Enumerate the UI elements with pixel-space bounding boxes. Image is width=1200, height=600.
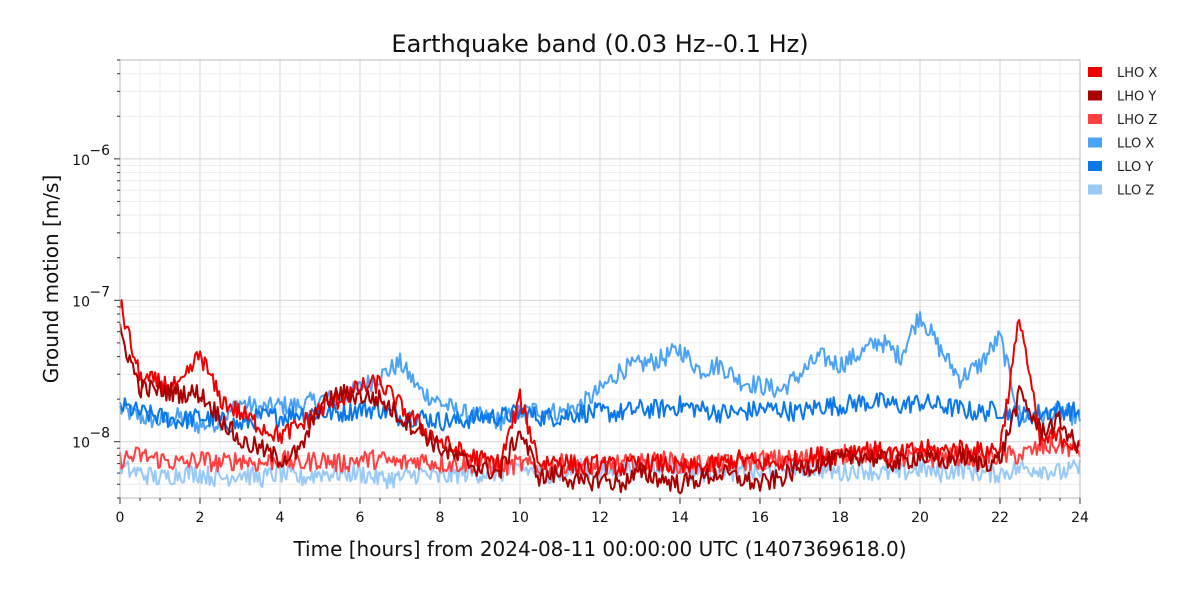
legend-swatch [1088,184,1102,195]
x-axis-label: Time [hours] from 2024-08-11 00:00:00 UT… [292,537,906,561]
x-tick-label: 22 [991,510,1009,526]
x-tick-label: 2 [196,510,205,526]
series-line-llo-x [119,311,1081,434]
y-tick-exponent: −6 [89,143,110,159]
legend-swatch [1088,67,1102,77]
x-tick-label: 16 [751,510,769,526]
x-tick-label: 12 [591,510,609,526]
chart-series [119,299,1081,495]
x-tick-label: 18 [831,510,849,526]
x-tick-label: 10 [511,510,529,526]
legend-swatch [1088,137,1102,148]
legend-label: LLO Z [1117,184,1154,199]
series-line-llo-y [119,392,1081,433]
y-tick-exponent: −7 [89,284,110,300]
legend-label: LHO Y [1117,90,1156,105]
y-axis-label: Ground motion [m/s] [39,175,63,384]
y-tick-label: 10 [72,294,90,310]
legend-label: LLO X [1117,137,1154,152]
legend-swatch [1088,90,1102,101]
legend-label: LLO Y [1117,160,1153,175]
legend: LHO X LHO Y LHO Z LLO X LLO Y LLO Z [1088,66,1157,199]
legend-label: LHO Z [1117,113,1157,128]
x-tick-label: 0 [116,510,125,526]
series-line-llo-z [119,456,1081,490]
series-line-lho-x [119,299,1081,478]
x-tick-label: 20 [911,510,929,526]
series-line-lho-y [119,323,1081,495]
x-tick-label: 4 [276,510,285,526]
chart-title: Earthquake band (0.03 Hz--0.1 Hz) [391,30,808,58]
x-tick-label: 14 [671,510,689,526]
legend-label: LHO X [1117,66,1157,81]
y-axis: 10−810−710−6 [72,59,120,499]
y-tick-label: 10 [72,436,90,452]
legend-swatch [1088,114,1102,124]
chart-grid [119,59,1081,499]
x-tick-label: 6 [356,510,365,526]
y-tick-label: 10 [72,153,90,169]
x-axis: 0 2 4 6 8 10 12 14 16 18 20 22 24 [116,498,1089,526]
y-tick-exponent: −8 [89,426,110,442]
legend-swatch [1088,161,1102,171]
x-tick-label: 24 [1071,510,1089,526]
x-tick-label: 8 [436,510,445,526]
